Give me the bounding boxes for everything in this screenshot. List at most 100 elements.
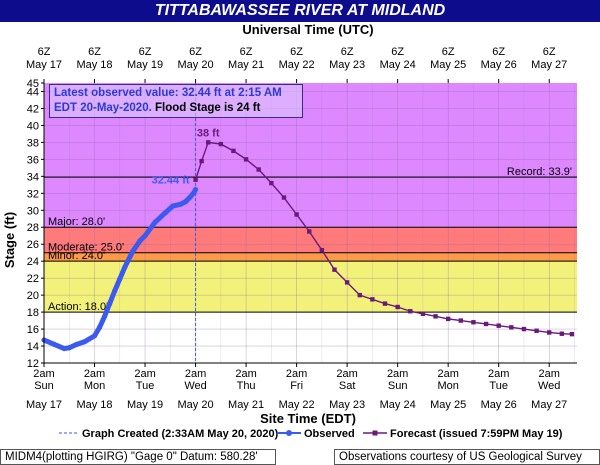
forecast-point: [357, 292, 362, 298]
y-tick-label: 34: [27, 171, 39, 183]
top-tick-date: May 22: [279, 59, 315, 71]
bottom-tick-time: 2am: [235, 368, 256, 380]
observed-point: [122, 264, 128, 270]
latest-value-box: Latest observed value: 32.44 ft at 2:15 …: [49, 84, 303, 118]
top-tick-date: May 20: [178, 59, 214, 71]
observed-point: [61, 345, 67, 352]
latest-value-line1: Latest observed value: 32.44 ft at 2:15 …: [54, 87, 282, 99]
category-label-action: Action: 18.0': [48, 301, 108, 313]
flood-stage-text: Flood Stage is 24 ft: [151, 102, 261, 114]
forecast-point: [547, 330, 552, 335]
bottom-tick-day: Sat: [339, 380, 356, 392]
forecast-point: [534, 328, 539, 333]
y-tick-label: 12: [27, 358, 39, 370]
forecast-point: [433, 314, 438, 319]
top-tick-date: May 23: [329, 59, 365, 71]
top-tick-time: 6Z: [492, 46, 505, 58]
y-tick-label: 45: [27, 78, 39, 90]
top-tick-time: 6Z: [290, 46, 303, 58]
forecast-point: [193, 177, 198, 182]
observed-point: [187, 194, 194, 200]
series-layer: 32.44 ft 38 ft: [41, 83, 575, 363]
bottom-axis-title: Site Time (EDT): [260, 411, 356, 426]
flood-category-labels: Record: 33.9' Major: 28.0' Moderate: 25.0'…: [48, 166, 572, 313]
forecast-point: [445, 316, 451, 322]
bottom-tick-time: 2am: [185, 368, 206, 380]
forecast-point: [382, 301, 388, 306]
observed-point: [129, 249, 136, 255]
chart-title: TITTABAWASSEE RIVER AT MIDLAND: [0, 0, 600, 22]
y-tick-label: 32: [27, 188, 39, 200]
legend-forecast: Forecast (issued 7:59PM May 19): [390, 428, 563, 440]
category-label-moderate: Moderate: 25.0': [48, 242, 124, 254]
bottom-tick-time: 2am: [488, 368, 509, 380]
bottom-tick-date: May 19: [127, 399, 163, 411]
forecast-point: [496, 323, 501, 328]
top-tick-time: 6Z: [442, 46, 455, 58]
bottom-tick-day: Tue: [489, 380, 508, 392]
bottom-tick-time: 2am: [387, 368, 408, 380]
legend-forecast-swatch: [362, 428, 388, 441]
bottom-tick-day: Mon: [84, 380, 105, 392]
legend-created-swatch: [58, 428, 80, 441]
top-tick-date: May 26: [481, 59, 517, 71]
observed-point: [51, 341, 57, 347]
observed-point: [152, 219, 158, 225]
observed-point: [117, 276, 123, 282]
forecast-point: [471, 320, 476, 325]
top-tick-date: May 21: [228, 59, 264, 71]
observed-point: [102, 313, 108, 319]
forecast-point: [205, 140, 211, 145]
bottom-tick-date: May 21: [228, 399, 264, 411]
observed-point: [91, 333, 98, 339]
observed-point: [162, 210, 168, 216]
bottom-tick-day: Tue: [136, 380, 155, 392]
forecast-point: [569, 331, 575, 337]
latest-value-line2: EDT 20-May-2020. Flood Stage is 24 ft: [54, 101, 298, 116]
y-tick-label: 42: [27, 103, 39, 115]
observed-point: [182, 199, 189, 205]
forecast-point: [332, 267, 337, 272]
top-tick-time: 6Z: [88, 46, 101, 58]
observed-value-label: 32.44 ft: [152, 175, 190, 187]
forecast-point: [319, 247, 325, 253]
y-tick-label: 30: [27, 205, 39, 217]
observed-point: [66, 345, 72, 351]
forecast-point: [218, 141, 224, 147]
top-tick-time: 6Z: [240, 46, 253, 58]
top-tick-time: 6Z: [139, 46, 152, 58]
bottom-tick-time: 2am: [33, 368, 54, 380]
forecast-point: [281, 195, 287, 200]
observed-point: [170, 203, 176, 209]
forecast-point: [521, 326, 527, 332]
top-tick-date: May 24: [380, 59, 416, 71]
forecast-point: [559, 331, 565, 336]
y-tick-label: 40: [27, 120, 39, 132]
top-tick-time: 6Z: [543, 46, 556, 58]
forecast-point: [408, 309, 413, 314]
bottom-tick-day: Sun: [388, 380, 408, 392]
bottom-tick-date: May 22: [279, 399, 315, 411]
band-moderate: [44, 252, 577, 262]
y-tick-label: 36: [27, 154, 39, 166]
bottom-tick-day: Fri: [290, 380, 303, 392]
bottom-tick-date: May 26: [481, 399, 517, 411]
legend-observed: Observed: [304, 428, 355, 440]
forecast-point: [307, 229, 312, 234]
bottom-tick-day: Mon: [437, 380, 458, 392]
top-tick-time: 6Z: [38, 46, 51, 58]
bottom-tick-day: Wed: [184, 380, 206, 392]
top-tick-date: May 18: [76, 59, 112, 71]
bottom-tick-date: May 27: [531, 399, 567, 411]
bottom-tick-time: 2am: [286, 368, 307, 380]
top-tick-time: 6Z: [391, 46, 404, 58]
observed-point: [96, 324, 103, 330]
bottom-tick-time: 2am: [336, 368, 357, 380]
y-tick-label: 14: [27, 341, 39, 353]
observed-point: [112, 288, 118, 294]
band-action: [44, 261, 577, 313]
forecast-point: [420, 311, 426, 316]
